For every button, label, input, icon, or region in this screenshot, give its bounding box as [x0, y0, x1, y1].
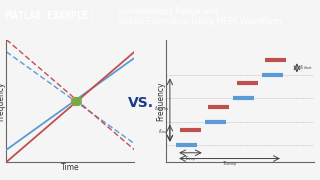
Text: $f_{sweep}$: $f_{sweep}$	[154, 105, 169, 115]
Text: MATLAB EXAMPLE:: MATLAB EXAMPLE:	[6, 11, 94, 21]
Text: $f_{step}$: $f_{step}$	[158, 128, 169, 138]
Text: $T_{sweep}$: $T_{sweep}$	[222, 160, 237, 170]
Text: Simultaneous Range and
Speed Estimation Using MFSK Waveform: Simultaneous Range and Speed Estimation …	[118, 6, 282, 26]
Text: $f_{offset}$: $f_{offset}$	[299, 63, 313, 72]
Y-axis label: Frequency: Frequency	[0, 81, 5, 121]
Text: VS.: VS.	[128, 96, 154, 110]
Text: $T_{step}$: $T_{step}$	[184, 154, 196, 165]
Y-axis label: Frequency: Frequency	[156, 81, 165, 121]
X-axis label: Time: Time	[61, 163, 80, 172]
